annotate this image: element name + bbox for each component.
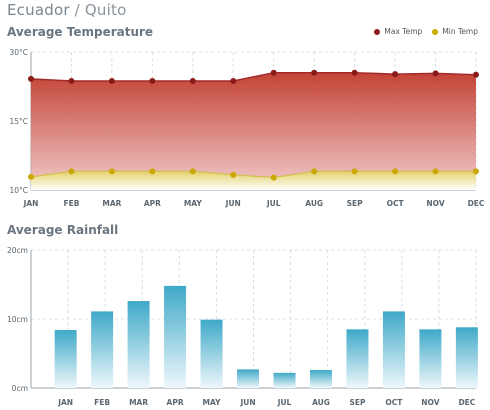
rain-x-tick-label: AUG (312, 398, 330, 407)
rain-y-tick-label: 0cm (12, 384, 28, 393)
temperature-chart: 30°C 15°C 10°C JAN FEB MAR APR MAY JUN JUL AUG SEP O… (9, 48, 485, 208)
min-temp-point (473, 168, 479, 175)
min-temp-point (108, 168, 115, 175)
min-temp-point (311, 168, 318, 175)
rainfall-bar (54, 330, 77, 388)
min-temp-point (432, 168, 439, 175)
min-temp-point (230, 171, 237, 178)
temp-x-tick-label: SEP (347, 199, 364, 208)
temp-y-tick-label: 10°C (9, 186, 28, 195)
min-temp-point (28, 173, 34, 180)
rainfall-bar (382, 311, 405, 388)
title-separator: / (69, 1, 85, 19)
rain-x-tick-label: APR (167, 398, 184, 407)
rainfall-bar (164, 285, 187, 388)
max-temp-point (189, 77, 196, 84)
min-temp-point (270, 174, 277, 181)
rainfall-bar (419, 329, 442, 388)
rain-x-tick-label: MAY (203, 398, 222, 407)
max-temp-area (31, 72, 476, 190)
max-temp-point (28, 75, 34, 82)
max-temp-point (149, 77, 156, 84)
legend-max-temp[interactable]: Max Temp (374, 27, 422, 36)
temp-x-tick-label: JAN (23, 199, 39, 208)
max-temp-dot-icon (374, 28, 381, 35)
rainfall-bar (127, 301, 150, 388)
rainfall-chart-title: Average Rainfall (7, 223, 119, 237)
min-temp-point (149, 168, 156, 175)
min-temp-point (351, 168, 358, 175)
rain-x-tick-label: MAR (129, 398, 148, 407)
rain-x-tick-label: JUN (239, 398, 255, 407)
max-temp-line (30, 71, 477, 82)
min-temp-point (392, 168, 399, 175)
temp-x-tick-label: JUN (225, 199, 241, 208)
max-temp-point (68, 77, 75, 84)
temp-y-tick-label: 30°C (9, 48, 28, 57)
max-temp-point (432, 70, 439, 77)
max-temp-point (270, 69, 277, 76)
max-temp-point (311, 69, 318, 76)
temp-x-tick-label: JUL (266, 199, 281, 208)
legend-min-label: Min Temp (442, 27, 478, 36)
temp-x-tick-label: APR (144, 199, 161, 208)
rainfall-bar (455, 327, 478, 388)
max-temp-point (351, 69, 358, 76)
page-title: Ecuador / Quito (7, 1, 126, 19)
temp-y-tick-label: 15°C (9, 117, 28, 126)
rainfall-bar (91, 311, 114, 388)
rainfall-bar (346, 329, 369, 388)
rainfall-bar (309, 370, 332, 388)
rainfall-bar (200, 319, 223, 388)
max-temp-point (108, 77, 115, 84)
rain-x-tick-label: JUL (277, 398, 292, 407)
temperature-chart-title: Average Temperature (7, 25, 154, 39)
rain-x-tick-label: DEC (458, 398, 475, 407)
max-temp-point (230, 77, 237, 84)
temp-x-tick-label: NOV (426, 199, 444, 208)
temperature-legend: Max Temp Min Temp (374, 27, 478, 36)
temp-x-tick-label: FEB (63, 199, 79, 208)
temp-x-tick-label: AUG (305, 199, 323, 208)
temp-x-tick-label: OCT (387, 199, 405, 208)
rain-x-tick-label: FEB (94, 398, 110, 407)
temp-x-tick-label: DEC (468, 199, 485, 208)
temp-x-tick-label: MAY (184, 199, 203, 208)
rain-y-tick-label: 20cm (7, 246, 28, 255)
rainfall-bar (237, 369, 260, 388)
min-temp-line (30, 170, 476, 179)
legend-max-label: Max Temp (384, 27, 423, 36)
min-temp-dot-icon (432, 28, 439, 35)
max-temp-point (473, 71, 479, 78)
min-temp-point (68, 168, 75, 175)
min-temp-point (189, 168, 196, 175)
rainfall-bar (273, 372, 296, 388)
country-name: Ecuador (7, 1, 70, 19)
rain-x-tick-label: NOV (421, 398, 439, 407)
rain-x-tick-label: JAN (57, 398, 73, 407)
min-temp-area (31, 171, 476, 190)
max-temp-point (392, 71, 399, 78)
rain-y-tick-label: 10cm (7, 315, 28, 324)
city-name: Quito (84, 1, 127, 19)
legend-min-temp[interactable]: Min Temp (432, 27, 478, 36)
temp-x-tick-label: MAR (102, 199, 121, 208)
rain-x-tick-label: SEP (349, 398, 366, 407)
rain-x-tick-label: OCT (385, 398, 403, 407)
